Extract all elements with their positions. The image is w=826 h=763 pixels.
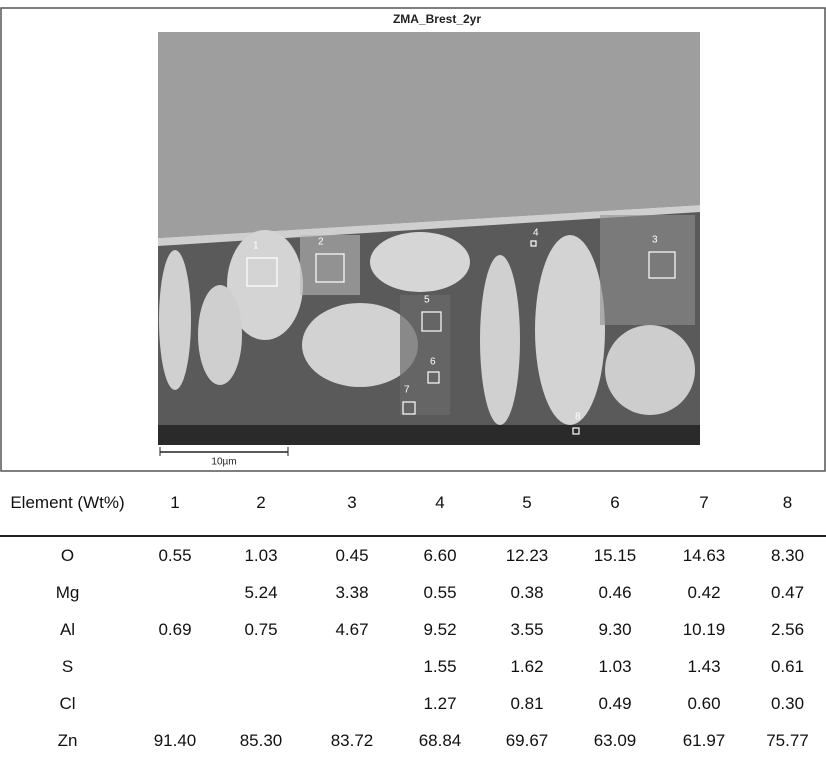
cell: 1.27: [397, 685, 483, 722]
cell: 10.19: [659, 611, 749, 648]
cell: [135, 685, 215, 722]
cell: 0.60: [659, 685, 749, 722]
cell: 0.38: [483, 574, 571, 611]
cell: [215, 648, 307, 685]
cell: 0.61: [749, 648, 826, 685]
cell: 0.69: [135, 611, 215, 648]
cell: 0.45: [307, 536, 397, 574]
cell: Mg: [0, 574, 135, 611]
marker-label: 4: [533, 228, 539, 239]
cell: 1.55: [397, 648, 483, 685]
cell: 15.15: [571, 536, 659, 574]
cell: 5.24: [215, 574, 307, 611]
header-cell: Element (Wt%): [0, 470, 135, 536]
cell: 0.46: [571, 574, 659, 611]
marker-label: 3: [652, 235, 658, 246]
cell: 1.62: [483, 648, 571, 685]
cell: 83.72: [307, 722, 397, 759]
cell: 0.30: [749, 685, 826, 722]
cell: 0.49: [571, 685, 659, 722]
cell: 0.55: [135, 536, 215, 574]
cell: 0.81: [483, 685, 571, 722]
header-cell: 7: [659, 470, 749, 536]
cell: Al: [0, 611, 135, 648]
cell: 91.40: [135, 722, 215, 759]
cell: 4.67: [307, 611, 397, 648]
cell: 69.67: [483, 722, 571, 759]
cell: [307, 648, 397, 685]
header-cell: 2: [215, 470, 307, 536]
header-cell: 8: [749, 470, 826, 536]
cell: 68.84: [397, 722, 483, 759]
cell: 1.03: [215, 536, 307, 574]
header-cell: 6: [571, 470, 659, 536]
cell: 1.43: [659, 648, 749, 685]
cell: 14.63: [659, 536, 749, 574]
cell: O: [0, 536, 135, 574]
cell: 3.55: [483, 611, 571, 648]
cell: 9.30: [571, 611, 659, 648]
cell: Cl: [0, 685, 135, 722]
cell: 6.60: [397, 536, 483, 574]
marker-label: 2: [318, 237, 324, 248]
cell: 75.77: [749, 722, 826, 759]
cell: 12.23: [483, 536, 571, 574]
cell: 61.97: [659, 722, 749, 759]
page: ZMA_Brest_2yr 12345678 10µm Element (Wt%…: [0, 0, 826, 763]
marker-label: 6: [430, 357, 436, 368]
cell: 9.52: [397, 611, 483, 648]
cell: 2.56: [749, 611, 826, 648]
cell: [135, 648, 215, 685]
figure: ZMA_Brest_2yr 1 2 3 4 5 6 7 8 10µm: [0, 0, 826, 472]
cell: 0.55: [397, 574, 483, 611]
cell: [215, 685, 307, 722]
cell: 63.09: [571, 722, 659, 759]
header-cell: 3: [307, 470, 397, 536]
cell: S: [0, 648, 135, 685]
marker-label: 7: [404, 385, 410, 396]
cell: 3.38: [307, 574, 397, 611]
figure-title: ZMA_Brest_2yr: [393, 12, 481, 26]
marker-label: 1: [253, 241, 259, 252]
cell: 1.03: [571, 648, 659, 685]
cell: [135, 574, 215, 611]
header-cell: 4: [397, 470, 483, 536]
marker-label: 8: [575, 412, 581, 423]
cell: [307, 685, 397, 722]
cell: 85.30: [215, 722, 307, 759]
marker-label: 5: [424, 295, 430, 306]
cell: 0.47: [749, 574, 826, 611]
cell: 0.42: [659, 574, 749, 611]
header-cell: 5: [483, 470, 571, 536]
header-cell: 1: [135, 470, 215, 536]
cell: Zn: [0, 722, 135, 759]
scale-bar-label: 10µm: [211, 457, 236, 468]
cell: 8.30: [749, 536, 826, 574]
cell: 0.75: [215, 611, 307, 648]
